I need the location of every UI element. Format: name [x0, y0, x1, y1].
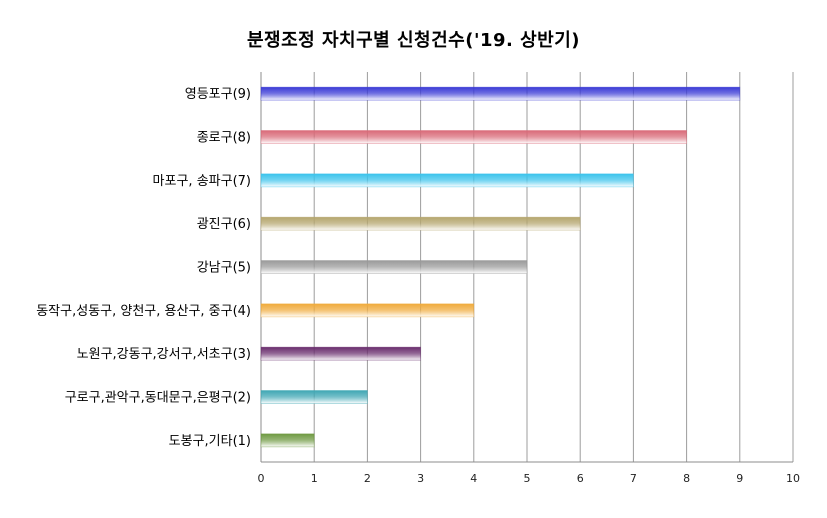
category-label: 영등포구(9) [185, 87, 251, 102]
bar [260, 216, 581, 231]
category-label: 도봉구,기타(1) [169, 434, 251, 449]
x-tick-label: 9 [736, 472, 743, 485]
bar [260, 260, 528, 274]
category-label: 강남구(5) [197, 261, 251, 276]
bar [260, 346, 422, 361]
category-label: 광진구(6) [197, 217, 251, 232]
x-tick-label: 10 [786, 472, 800, 485]
category-label: 종로구(8) [197, 131, 251, 146]
x-tick-label: 1 [311, 472, 318, 485]
x-tick-label: 6 [577, 472, 584, 485]
x-tick-label: 0 [258, 472, 265, 485]
bar [260, 130, 688, 144]
category-label: 노원구,강동구,강서구,서초구(3) [77, 347, 251, 362]
bar [260, 303, 475, 318]
x-tick-label: 8 [683, 472, 690, 485]
bar [260, 390, 368, 404]
x-tick-label: 5 [524, 472, 531, 485]
category-label: 구로구,관악구,동대문구,은평구(2) [65, 391, 251, 406]
chart-title: 분쟁조정 자치구별 신청건수('19. 상반기) [246, 30, 581, 51]
bar [260, 433, 315, 448]
x-tick-label: 7 [630, 472, 637, 485]
bars [260, 86, 741, 448]
x-tick-label: 4 [470, 472, 477, 485]
category-label: 동작구,성동구, 양천구, 용산구, 중구(4) [36, 304, 251, 319]
x-tick-label: 3 [417, 472, 424, 485]
category-label: 마포구, 송파구(7) [153, 174, 251, 189]
x-tick-label: 2 [364, 472, 371, 485]
category-labels: 영등포구(9) 종로구(8) 마포구, 송파구(7) 광진구(6) 강남구(5) 동작구,… [36, 87, 251, 449]
x-tick-labels: 0 1 2 3 4 5 6 7 8 9 10 [258, 472, 801, 485]
bar [260, 86, 741, 101]
bar [260, 173, 634, 188]
